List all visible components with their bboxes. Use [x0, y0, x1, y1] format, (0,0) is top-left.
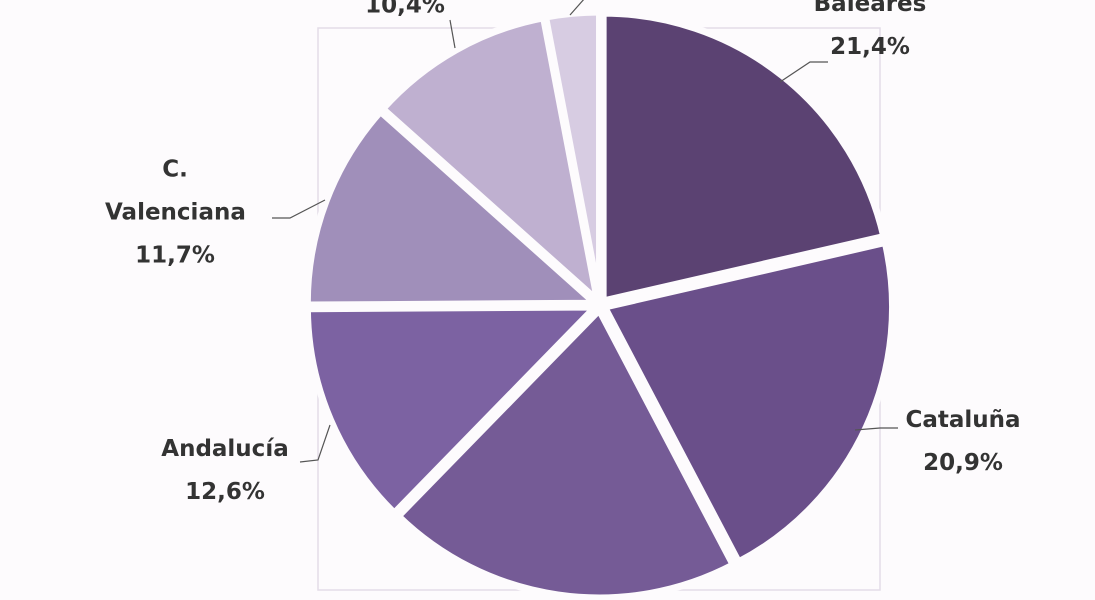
pie-slice [599, 9, 888, 306]
pie-slice [393, 304, 738, 600]
leader-line [272, 199, 326, 219]
slice-name: Cataluña [905, 407, 1021, 433]
slice-name: Andalucía [161, 436, 289, 462]
pie-slice [303, 303, 604, 519]
pie-slice [377, 13, 603, 311]
leader-line [854, 427, 898, 431]
slice-value: 20,9% [923, 450, 1003, 476]
slice-name: Baleares [813, 0, 927, 17]
slice-value: 10,4% [365, 0, 445, 19]
slice-value: 21,4% [830, 34, 910, 60]
leader-line [569, 0, 585, 16]
slice-label: Andalucía 12,6% [161, 428, 288, 514]
leader-line [299, 424, 331, 463]
pie-slice [303, 106, 605, 309]
slice-name: C. Valenciana [105, 156, 246, 226]
pie-slice [599, 238, 897, 567]
slice-value: 11,7% [135, 242, 215, 269]
slice-label: C. Valenciana 11,7% [105, 149, 246, 278]
pie-slice [541, 8, 604, 301]
slice-value: 12,6% [185, 479, 265, 505]
slice-label: Baleares 21,4% [814, 0, 927, 69]
slice-label: Cataluña 20,9% [905, 399, 1020, 485]
leader-line [449, 19, 456, 49]
slice-label: 10,4% [365, 0, 445, 28]
leader-line [779, 61, 828, 83]
